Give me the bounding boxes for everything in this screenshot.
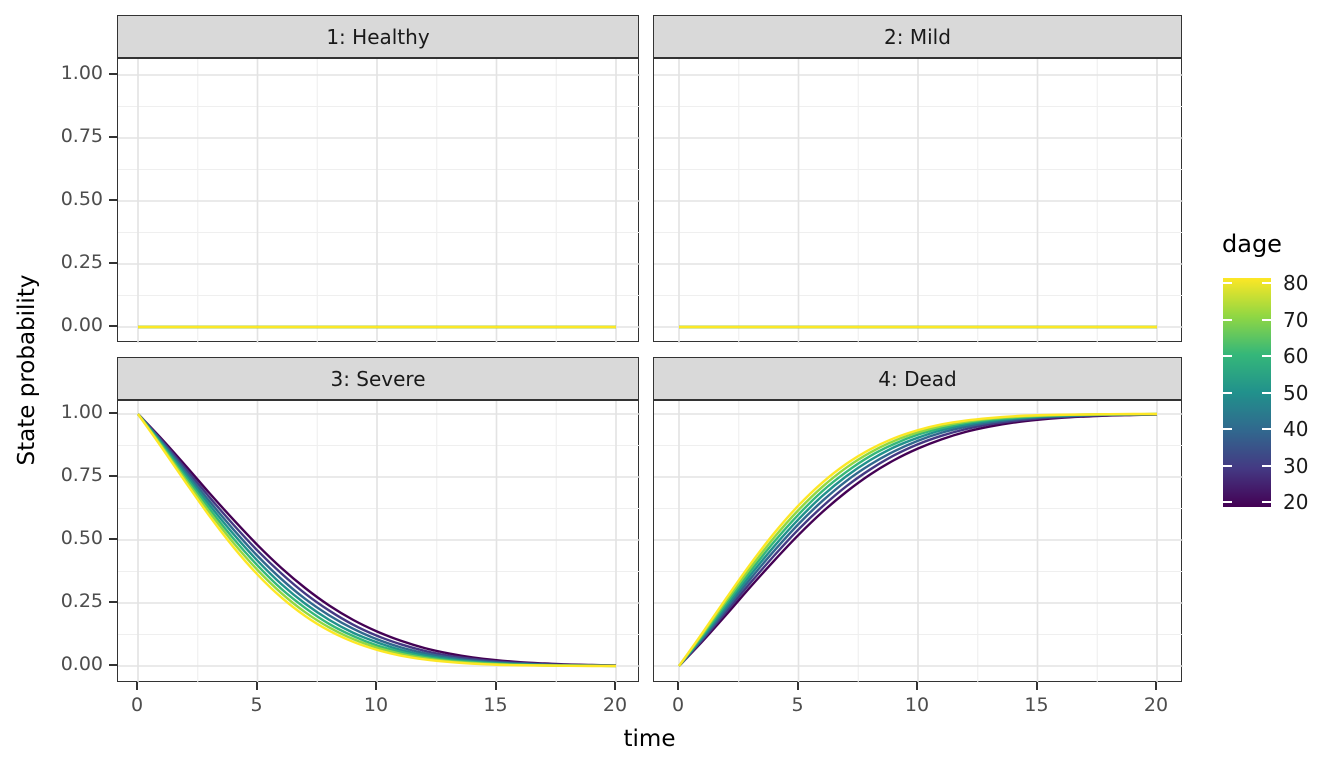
x-tick-label: 20 [1143,694,1169,716]
facet-plot-area [118,401,640,683]
y-tick-label: 0.25 [60,251,103,273]
y-tick-mark [109,325,117,327]
x-tick-mark [255,682,258,690]
legend-tick-label: 70 [1283,307,1309,332]
y-tick-mark [109,73,117,75]
facet-strip-healthy: 1: Healthy [117,15,639,58]
legend-tick-mark [1223,318,1232,321]
facet-panel-healthy [117,58,640,343]
legend-tick-mark [1223,391,1232,394]
facet-strip-label: 3: Severe [330,366,426,391]
y-tick-mark [109,199,117,201]
y-tick-mark [109,538,117,540]
y-tick-label: 0.00 [60,653,103,675]
x-tick-mark [375,682,377,690]
legend-tick-label: 20 [1283,490,1309,514]
legend-tick-label: 60 [1283,344,1309,368]
legend-tick-mark [1223,282,1232,284]
facet-panel-severe [117,400,640,683]
x-tick-mark [614,682,616,690]
curve-dage-80 [678,412,1158,667]
x-tick-label: 10 [904,694,930,716]
y-tick-label: 0.00 [60,314,103,336]
y-tick-label: 1.00 [60,401,103,423]
facet-plot-area [654,59,1183,343]
x-tick-mark [916,682,918,690]
legend-tick-mark [1262,282,1271,284]
y-tick-label: 0.50 [60,527,103,549]
grid-major [654,401,1183,683]
grid-major [118,59,640,343]
x-tick-label: 5 [791,694,804,716]
legend-tick-mark [1262,318,1271,321]
facet-plot-area [654,401,1183,683]
x-tick-label: 10 [363,694,389,716]
legend-tick-label: 40 [1283,417,1309,441]
x-tick-label: 0 [130,694,144,716]
legend-tick-mark [1262,464,1271,467]
x-tick-label: 15 [1024,694,1049,716]
legend-tick-label: 50 [1283,380,1309,405]
x-tick-label: 0 [671,694,685,716]
legend-tick-label: 80 [1283,271,1309,295]
legend-tick-label: 30 [1283,453,1309,478]
curve-dage-80 [137,413,617,668]
facet-strip-label: 2: Mild [884,24,951,49]
legend-tick-mark [1223,501,1232,503]
legend-tick-mark [1223,355,1232,357]
facet-panel-dead [653,400,1183,683]
y-tick-mark [109,262,117,264]
facet-strip-severe: 3: Severe [117,357,639,400]
y-tick-label: 0.75 [60,464,103,486]
x-tick-label: 5 [250,694,263,716]
y-tick-label: 0.25 [60,590,103,612]
y-tick-label: 0.50 [60,188,103,210]
legend-tick-mark [1262,428,1271,430]
y-tick-label: 0.75 [60,125,103,147]
facet-panel-mild [653,58,1183,343]
facet-plot-area [118,59,640,343]
x-tick-mark [1155,682,1157,690]
grid-minor [118,59,640,343]
legend-tick-mark [1262,355,1271,357]
y-tick-mark [109,136,117,138]
y-tick-mark [109,475,117,477]
legend-tick-mark [1262,501,1271,503]
y-tick-label: 1.00 [60,62,103,84]
facet-strip-label: 1: Healthy [326,24,430,49]
legend-tick-mark [1223,464,1232,467]
x-tick-mark [1035,682,1038,690]
x-tick-label: 20 [602,694,628,716]
legend-tick-mark [1262,391,1271,394]
x-tick-mark [494,682,497,690]
facet-strip-dead: 4: Dead [653,357,1182,400]
x-tick-mark [677,682,679,690]
facet-strip-mild: 2: Mild [653,15,1182,58]
y-axis-title: State probability [14,274,40,466]
x-tick-mark [796,682,799,690]
legend-title: dage [1222,230,1282,258]
x-axis-title: time [623,726,676,752]
y-tick-mark [109,412,117,414]
y-tick-mark [109,664,117,666]
x-tick-mark [136,682,138,690]
legend-tick-mark [1223,428,1232,430]
x-tick-label: 15 [483,694,508,716]
y-tick-mark [109,601,117,603]
facet-strip-label: 4: Dead [878,366,957,391]
grid-major [654,59,1183,343]
